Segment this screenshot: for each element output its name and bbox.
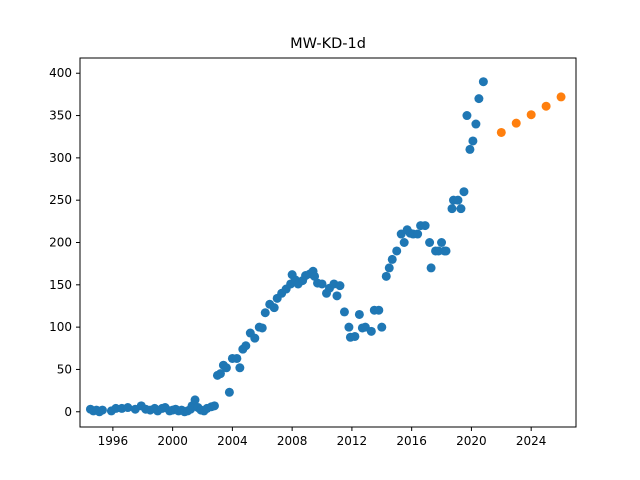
y-tick-label: 0 bbox=[64, 405, 72, 419]
data-point-forecast bbox=[511, 118, 521, 128]
data-point-observed bbox=[468, 136, 478, 146]
data-point-observed bbox=[215, 369, 225, 379]
data-point-observed bbox=[384, 263, 394, 273]
data-point-observed bbox=[257, 323, 267, 333]
data-point-observed bbox=[123, 403, 133, 413]
data-point-observed bbox=[437, 238, 447, 247]
y-tick-label: 100 bbox=[49, 320, 72, 334]
y-axis: 0 50 100 150 200 250 300 350 400 bbox=[49, 66, 80, 419]
x-tick-label: 2008 bbox=[277, 434, 308, 448]
data-point-observed bbox=[478, 77, 488, 87]
data-point-observed bbox=[425, 238, 435, 247]
data-point-observed bbox=[269, 303, 279, 313]
y-tick-label: 250 bbox=[49, 193, 72, 207]
data-point-observed bbox=[447, 204, 457, 214]
data-point-observed bbox=[235, 363, 245, 373]
data-point-observed bbox=[221, 363, 231, 373]
data-point-observed bbox=[332, 291, 342, 301]
data-point-observed bbox=[420, 221, 430, 231]
data-point-forecast bbox=[526, 110, 536, 120]
x-tick-label: 2004 bbox=[217, 434, 248, 448]
data-point-observed bbox=[392, 246, 402, 256]
data-point-observed bbox=[465, 144, 475, 154]
data-point-observed bbox=[190, 395, 200, 405]
data-point-observed bbox=[399, 238, 409, 247]
data-point-observed bbox=[387, 254, 397, 264]
data-point-observed bbox=[232, 353, 242, 363]
data-point-observed bbox=[462, 111, 472, 121]
data-point-observed bbox=[260, 308, 270, 318]
data-point-observed bbox=[366, 326, 376, 336]
data-point-observed bbox=[241, 341, 251, 351]
data-point-observed bbox=[354, 309, 364, 319]
x-tick-label: 1996 bbox=[98, 434, 129, 448]
data-point-observed bbox=[374, 305, 384, 315]
data-point-observed bbox=[471, 119, 481, 129]
data-point-forecast bbox=[541, 101, 551, 111]
data-point-observed bbox=[350, 331, 360, 341]
x-tick-label: 2012 bbox=[337, 434, 368, 448]
x-axis: 1996 2000 2004 2008 2012 2016 2020 2024 bbox=[98, 427, 547, 448]
data-point-forecast bbox=[496, 127, 506, 137]
data-point-observed bbox=[344, 322, 354, 332]
data-point-observed bbox=[441, 246, 451, 256]
x-tick-label: 2020 bbox=[456, 434, 487, 448]
x-tick-label: 2024 bbox=[516, 434, 547, 448]
y-tick-label: 300 bbox=[49, 151, 72, 165]
x-tick-label: 2000 bbox=[157, 434, 188, 448]
data-point-observed bbox=[317, 279, 327, 289]
x-tick-label: 2016 bbox=[396, 434, 427, 448]
data-point-observed bbox=[381, 271, 391, 281]
data-point-forecast bbox=[556, 92, 566, 102]
data-point-observed bbox=[224, 387, 234, 397]
data-point-observed bbox=[377, 322, 387, 332]
y-tick-label: 150 bbox=[49, 278, 72, 292]
data-point-observed bbox=[456, 204, 466, 214]
data-point-observed bbox=[474, 94, 484, 104]
data-point-observed bbox=[453, 195, 463, 205]
y-tick-label: 50 bbox=[57, 362, 72, 376]
chart-title: MW-KD-1d bbox=[290, 36, 366, 52]
data-point-observed bbox=[413, 229, 423, 239]
data-point-observed bbox=[209, 401, 219, 411]
y-tick-label: 200 bbox=[49, 236, 72, 250]
data-point-observed bbox=[310, 271, 320, 281]
data-point-observed bbox=[250, 333, 260, 343]
data-point-observed bbox=[339, 307, 349, 317]
y-tick-label: 350 bbox=[49, 109, 72, 123]
data-point-observed bbox=[426, 263, 436, 273]
data-point-observed bbox=[459, 187, 469, 197]
data-point-observed bbox=[335, 281, 345, 291]
data-points-layer bbox=[85, 77, 566, 417]
data-point-observed bbox=[97, 405, 107, 415]
y-tick-label: 400 bbox=[49, 66, 72, 80]
